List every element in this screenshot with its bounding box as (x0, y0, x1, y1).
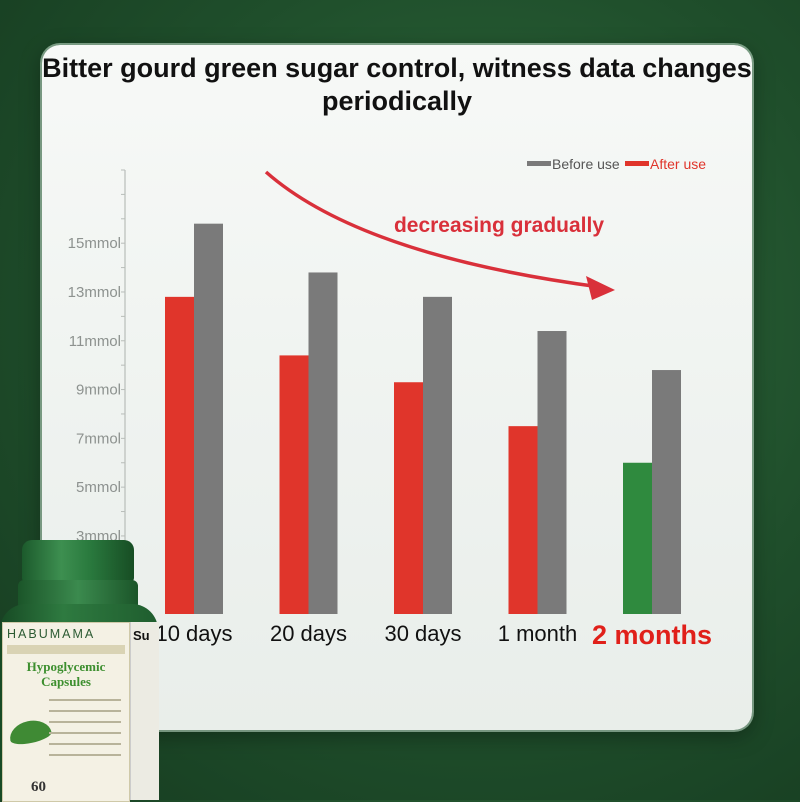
y-tick-label: 5mmol (76, 479, 121, 496)
label-text-lines (49, 699, 121, 765)
bar-after-use (394, 382, 423, 614)
label-badges (7, 645, 125, 654)
legend-swatch (625, 161, 649, 166)
capsule-count: 60 (31, 779, 46, 795)
bar-before-use (194, 223, 223, 614)
bar-before-use (652, 370, 681, 614)
bottle-label: HABUMAMA Hypoglycemic Capsules 60 (2, 622, 130, 802)
bar-before-use (308, 272, 338, 614)
side-label-text: Su (133, 628, 150, 643)
y-tick-label: 7mmol (76, 430, 121, 447)
bitter-gourd-icon (7, 716, 53, 748)
x-category-label: 1 month (498, 621, 578, 646)
x-category-label: 10 days (155, 621, 232, 646)
product-name: Hypoglycemic Capsules (26, 659, 106, 689)
chart-title: Bitter gourd green sugar control, witnes… (42, 53, 752, 116)
bar-after-use (279, 355, 309, 614)
legend-label: Before use (552, 156, 620, 172)
product-bottle: HABUMAMA Hypoglycemic Capsules 60 Su (0, 540, 160, 802)
bar-before-use (537, 331, 567, 614)
bottle-cap (22, 540, 134, 582)
trend-arrow-curve (264, 170, 601, 289)
x-category-label: 20 days (270, 621, 347, 646)
bar-after-use (508, 426, 538, 614)
trend-arrow-head (586, 276, 615, 300)
legend-swatch (527, 161, 551, 166)
y-tick-label: 13mmol (68, 284, 121, 301)
bar-before-use (423, 296, 452, 614)
brand-name: HABUMAMA (7, 627, 96, 641)
trend-annotation: decreasing gradually (394, 214, 604, 237)
legend-label: After use (650, 156, 706, 172)
x-category-label: 30 days (384, 621, 461, 646)
y-tick-label: 9mmol (76, 382, 121, 399)
bar-after-use (165, 296, 194, 614)
y-tick-label: 11mmol (69, 333, 121, 350)
bottle-side-label: Su (130, 622, 159, 800)
bar-after-use (623, 462, 652, 614)
x-category-label: 2 months (592, 620, 712, 650)
y-tick-label: 15mmol (68, 235, 121, 252)
